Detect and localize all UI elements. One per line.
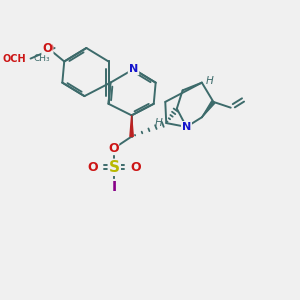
Text: N: N	[129, 64, 138, 74]
Text: I: I	[112, 180, 117, 194]
Text: O: O	[88, 161, 98, 174]
Text: O: O	[130, 161, 141, 174]
Polygon shape	[130, 116, 133, 136]
Text: OCH: OCH	[2, 54, 26, 64]
Text: N: N	[182, 122, 191, 132]
Text: O: O	[108, 142, 119, 154]
Text: O: O	[43, 41, 53, 55]
Text: H: H	[155, 118, 162, 128]
Text: O: O	[42, 41, 52, 55]
Polygon shape	[202, 101, 215, 117]
Text: CH₃: CH₃	[34, 54, 50, 63]
Text: S: S	[109, 160, 120, 175]
Text: H: H	[206, 76, 213, 86]
